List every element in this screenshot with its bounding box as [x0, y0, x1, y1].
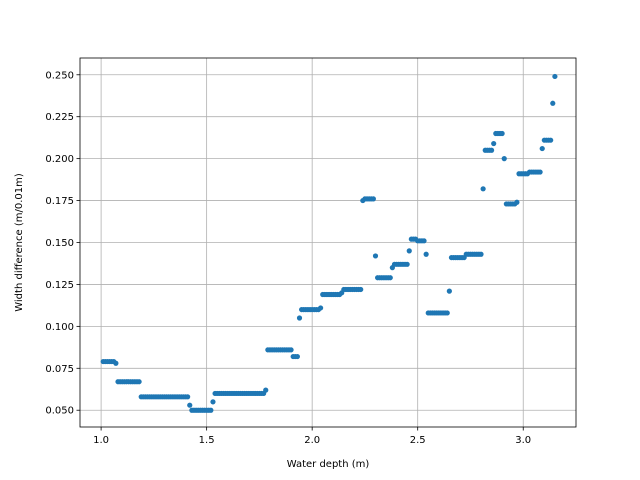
data-point: [423, 251, 429, 257]
data-point: [358, 286, 364, 293]
data-point: [113, 360, 119, 366]
data-point: [296, 315, 303, 321]
x-tick-label: 2.5: [410, 435, 426, 446]
data-point: [136, 379, 142, 385]
y-tick-label: 0.200: [45, 154, 74, 165]
y-axis-ticks: 0.050 0.075 0.100 0.125 0.150 0.175 0.200 0.225…: [45, 70, 80, 417]
grid-lines: [80, 58, 576, 427]
x-tick-label: 3.0: [515, 435, 531, 446]
x-tick-label: 1.5: [199, 435, 215, 446]
data-point: [514, 199, 520, 205]
data-point: [537, 169, 543, 175]
data-point: [444, 310, 450, 316]
y-tick-label: 0.250: [45, 70, 74, 81]
data-point: [406, 248, 412, 254]
data-point: [478, 251, 484, 257]
data-point: [288, 347, 294, 353]
data-point: [185, 394, 191, 400]
data-point: [294, 353, 300, 360]
y-tick-label: 0.175: [45, 196, 74, 207]
data-point: [491, 140, 497, 147]
y-tick-label: 0.100: [45, 322, 74, 333]
data-point: [372, 253, 379, 259]
y-tick-label: 0.150: [45, 238, 74, 249]
x-axis-label: Water depth (m): [287, 459, 370, 470]
data-point: [263, 387, 269, 393]
data-point: [387, 275, 393, 281]
data-point: [480, 186, 486, 192]
data-point: [552, 73, 558, 80]
y-axis-label: Width difference (m/0.01m): [14, 173, 25, 312]
x-axis-ticks: 1.0 1.5 2.0 2.5 3.0: [93, 427, 531, 446]
x-tick-label: 2.0: [304, 435, 320, 446]
data-points: [100, 73, 558, 413]
data-point: [548, 137, 554, 143]
x-tick-label: 1.0: [93, 435, 109, 446]
y-tick-label: 0.050: [45, 406, 74, 417]
data-point: [488, 147, 495, 153]
y-tick-label: 0.075: [45, 364, 74, 375]
data-point: [421, 238, 427, 244]
data-point: [318, 305, 324, 311]
y-tick-label: 0.125: [45, 280, 74, 291]
data-point: [208, 407, 214, 413]
data-point: [404, 261, 410, 267]
data-point: [539, 145, 545, 152]
data-point: [501, 156, 507, 162]
data-point: [210, 399, 216, 405]
data-point: [550, 100, 556, 106]
data-point: [187, 402, 193, 408]
data-point: [370, 196, 376, 202]
data-point: [446, 288, 452, 294]
y-tick-label: 0.225: [45, 112, 74, 123]
data-point: [499, 130, 505, 137]
